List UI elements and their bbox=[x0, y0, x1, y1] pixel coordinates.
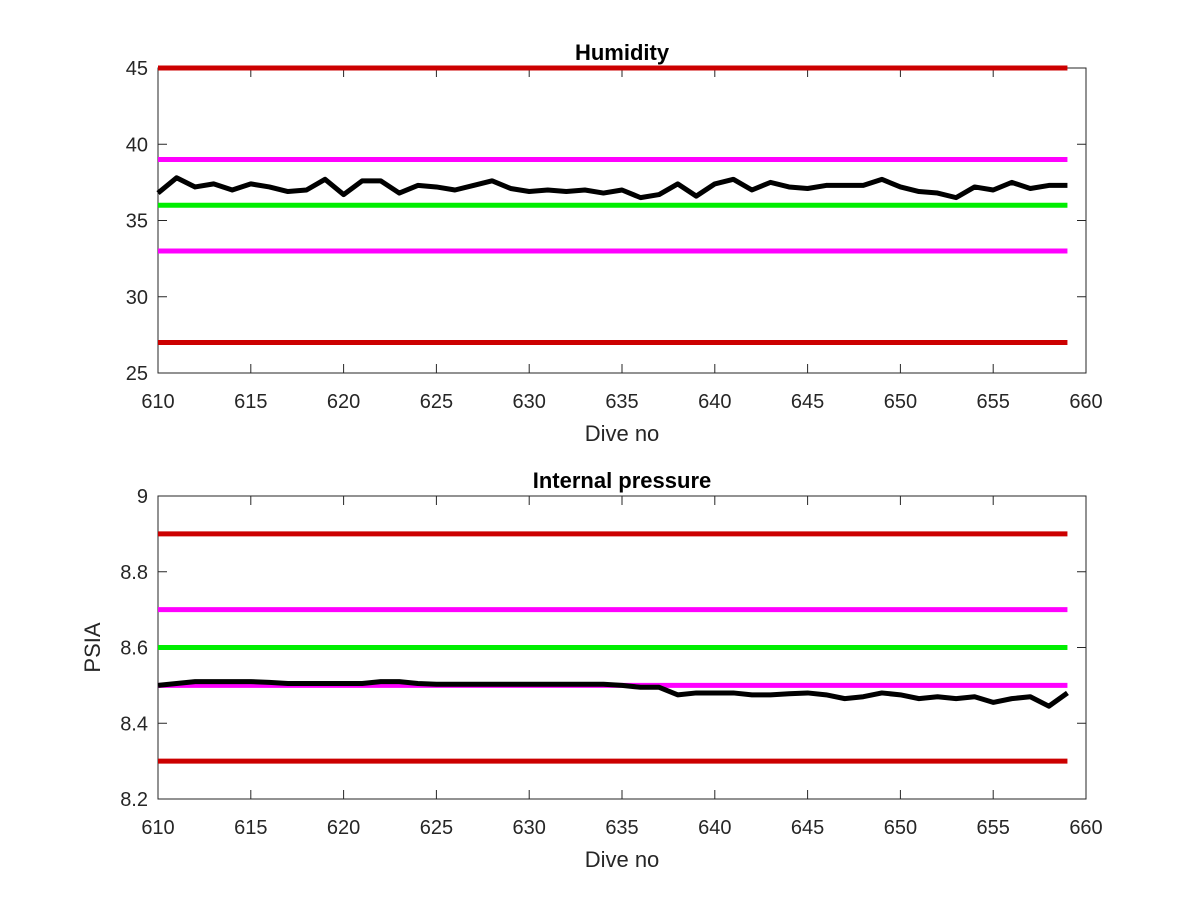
x-tick-label: 625 bbox=[420, 391, 453, 413]
data-series-line bbox=[156, 175, 1068, 201]
y-tick-label: 9 bbox=[137, 486, 148, 508]
x-tick-label: 655 bbox=[977, 391, 1010, 413]
y-tick-label: 30 bbox=[126, 287, 148, 309]
internal-pressure-panel: 610 615 620 625 630 635 640 645 650 655 660 8.2 8.4 8… bbox=[80, 468, 1103, 872]
x-tick-label: 620 bbox=[327, 391, 360, 413]
y-tick-label: 8.4 bbox=[120, 713, 148, 735]
x-tick-label: 645 bbox=[791, 817, 824, 839]
y-tick-label: 25 bbox=[126, 363, 148, 385]
y-tick-label: 8.8 bbox=[120, 562, 148, 584]
x-tick-label: 610 bbox=[141, 817, 174, 839]
x-tick-label: 640 bbox=[698, 817, 731, 839]
x-tick-label: 610 bbox=[141, 391, 174, 413]
x-tick-label: 625 bbox=[420, 817, 453, 839]
x-tick-label: 630 bbox=[513, 391, 546, 413]
y-axis-label: PSIA bbox=[80, 622, 105, 672]
x-tick-label: 640 bbox=[698, 391, 731, 413]
x-tick-label: 655 bbox=[977, 817, 1010, 839]
x-tick-label: 660 bbox=[1069, 391, 1102, 413]
humidity-panel: 610 615 620 625 630 635 640 645 650 655 660 25 30 35 4… bbox=[126, 40, 1103, 446]
y-tick-label: 8.2 bbox=[120, 789, 148, 811]
x-tick-label: 635 bbox=[605, 817, 638, 839]
plot-area bbox=[157, 67, 1087, 374]
x-tick-label: 615 bbox=[234, 817, 267, 839]
x-tick-label: 660 bbox=[1069, 817, 1102, 839]
x-axis-label: Dive no bbox=[585, 421, 660, 446]
x-tick-label: 630 bbox=[513, 817, 546, 839]
x-tick-label: 645 bbox=[791, 391, 824, 413]
data-series-line bbox=[157, 679, 1069, 709]
chart-title: Humidity bbox=[575, 40, 670, 65]
y-tick-label: 8.6 bbox=[120, 638, 148, 660]
x-tick-label: 620 bbox=[327, 817, 360, 839]
x-tick-label: 650 bbox=[884, 817, 917, 839]
x-axis-label: Dive no bbox=[585, 847, 660, 872]
x-tick-label: 615 bbox=[234, 391, 267, 413]
y-tick-label: 45 bbox=[126, 58, 148, 80]
x-tick-label: 635 bbox=[605, 391, 638, 413]
chart-title: Internal pressure bbox=[533, 468, 712, 493]
y-tick-label: 35 bbox=[126, 211, 148, 233]
y-tick-label: 40 bbox=[126, 134, 148, 156]
x-tick-label: 650 bbox=[884, 391, 917, 413]
